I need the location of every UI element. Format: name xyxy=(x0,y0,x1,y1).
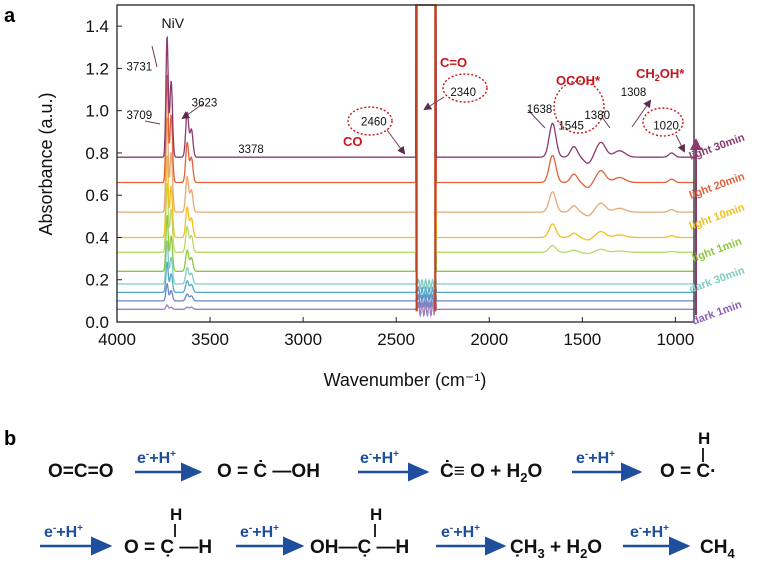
peak-label: 1308 xyxy=(621,87,647,99)
label-ch2oh: CH2OH* xyxy=(636,66,685,83)
panel-b-label: b xyxy=(4,428,16,450)
step-label-1: e-+H+ xyxy=(137,449,176,467)
peak-label: 2460 xyxy=(361,116,387,128)
peak-label: 2340 xyxy=(450,87,476,99)
species-ch2o-h: H xyxy=(170,505,182,524)
leader-3731 xyxy=(151,45,158,68)
legend-arrow-head xyxy=(690,138,702,150)
species-hco: O = C· xyxy=(660,461,716,482)
y-tick-label: 1.4 xyxy=(85,17,109,36)
step-label-5: e-+H+ xyxy=(240,523,279,541)
step-label-4: e-+H+ xyxy=(44,523,83,541)
step-label-7: e-+H+ xyxy=(630,523,669,541)
step-label-6: e-+H+ xyxy=(441,523,480,541)
peak-label: 1380 xyxy=(584,110,610,122)
series-line xyxy=(117,261,694,299)
ellipse-1545 xyxy=(553,80,605,134)
x-tick-label: 2000 xyxy=(470,330,508,349)
species-ch4: CH4 xyxy=(700,537,735,561)
peak-label: 1638 xyxy=(527,104,553,116)
arrow-3623 xyxy=(181,102,205,120)
leader-3709 xyxy=(144,120,161,125)
peak-label: 3731 xyxy=(127,62,153,74)
legend-entry: light 1min xyxy=(691,236,744,265)
ir-spectrum-chart: 4000 3500 3000 2500 2000 1500 1000 0.00.20.40.… xyxy=(36,4,747,390)
peak-label: 1020 xyxy=(653,121,679,133)
y-tick-label: 0.2 xyxy=(85,271,109,290)
label-ocoh: OCOH* xyxy=(556,73,601,88)
plot-frame xyxy=(116,4,695,323)
x-tick-label: 1500 xyxy=(563,330,601,349)
x-tick-label: 3500 xyxy=(191,330,229,349)
y-tick-label: 1.0 xyxy=(85,102,109,121)
peak-label: 1545 xyxy=(558,121,584,133)
peak-label: 3623 xyxy=(192,97,218,109)
series-line xyxy=(117,4,694,164)
series-line xyxy=(117,4,694,272)
y-axis-title: Absorbance (a.u.) xyxy=(36,92,56,235)
arrow-2340 xyxy=(423,96,445,111)
panel-a-label: a xyxy=(4,5,16,27)
legend-entry: dark 1min xyxy=(691,299,744,328)
x-tick-label: 4000 xyxy=(98,330,136,349)
leader-1380 xyxy=(601,116,611,129)
y-tick-label: 0.0 xyxy=(85,313,109,332)
x-tick-label: 3000 xyxy=(284,330,322,349)
step-label-2: e-+H+ xyxy=(360,449,399,467)
x-tick-label: 1000 xyxy=(656,330,694,349)
species-co2: O=C=O xyxy=(48,461,113,482)
x-axis-ticks: 4000 3500 3000 2500 2000 1500 1000 xyxy=(98,317,694,349)
series-line xyxy=(117,283,694,309)
peak-label: 3378 xyxy=(238,144,264,156)
y-tick-label: 1.2 xyxy=(85,59,109,78)
y-tick-label: 0.8 xyxy=(85,144,109,163)
species-ch3oh: OH—C̣ —H xyxy=(310,537,409,558)
series-line xyxy=(117,4,694,255)
series-line xyxy=(117,240,694,290)
series-line xyxy=(117,300,694,318)
label-co: CO xyxy=(343,134,363,149)
arrow-1308 xyxy=(631,99,652,128)
species-ch3-h2o: C̣H3 + H2O xyxy=(510,537,602,561)
y-tick-label: 0.4 xyxy=(85,228,109,247)
x-axis-title: Wavenumber (cm⁻¹) xyxy=(324,370,487,390)
series-line xyxy=(117,4,694,241)
series-layer xyxy=(117,4,694,318)
species-ch2o: O = C̣ —H xyxy=(124,537,212,558)
label-c-eq-o: C=O xyxy=(440,55,467,70)
ellipse-2340 xyxy=(442,73,488,103)
x-tick-label: 2500 xyxy=(377,330,415,349)
series-line xyxy=(117,4,694,189)
ellipse-2460 xyxy=(347,106,393,136)
species-co-h2o: Ċ≡ O + H2O xyxy=(440,461,542,485)
legend-gradient-arrow xyxy=(690,138,702,315)
reaction-scheme: O=C=O e-+H+ O = Ċ —OH e-+H+ Ċ≡ O + H2O e… xyxy=(40,429,735,561)
y-axis-ticks: 0.0 0.2 0.4 0.6 0.8 1.0 1.2 1.4 xyxy=(85,17,122,332)
species-cooh: O = Ċ —OH xyxy=(217,461,320,482)
ellipse-1020 xyxy=(642,107,684,137)
step-label-3: e-+H+ xyxy=(576,449,615,467)
arrow-1020 xyxy=(675,134,685,153)
arrow-2460 xyxy=(386,129,406,155)
species-ch3oh-h: H xyxy=(370,505,382,524)
annotation-markers xyxy=(144,45,685,155)
series-line xyxy=(117,4,694,217)
species-hco-h: H xyxy=(698,429,710,448)
peak-label: 3709 xyxy=(127,110,153,122)
leader-1638 xyxy=(527,109,546,129)
y-tick-label: 0.6 xyxy=(85,186,109,205)
peak-label: NiV xyxy=(162,15,185,31)
